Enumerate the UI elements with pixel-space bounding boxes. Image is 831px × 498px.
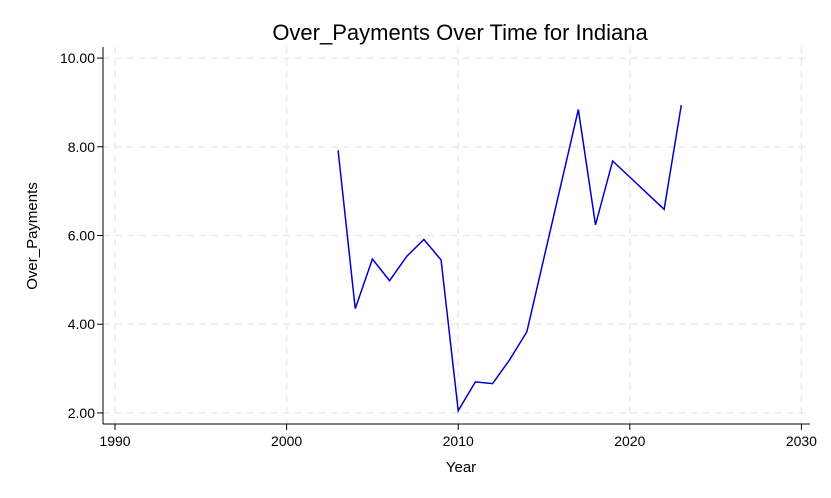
x-tick-label: 2020 — [614, 433, 645, 449]
y-tick-label: 6.00 — [68, 228, 95, 244]
x-tick-label: 2000 — [271, 433, 302, 449]
chart-title: Over_Payments Over Time for Indiana — [272, 20, 648, 45]
y-axis-label: Over_Payments — [24, 182, 41, 290]
x-axis-label: Year — [446, 459, 476, 476]
series-line — [337, 104, 683, 413]
y-tick-label: 2.00 — [68, 405, 95, 421]
grid-lines — [103, 47, 810, 424]
x-tick-label: 1990 — [99, 433, 130, 449]
x-tick-label: 2010 — [443, 433, 474, 449]
x-tick-label: 2030 — [786, 433, 817, 449]
axis-ticks: 1990 2000 2010 2020 2030 2.00 4.00 6.00 8.00 10.0… — [60, 50, 817, 449]
y-tick-label: 8.00 — [68, 139, 95, 155]
y-tick-label: 10.00 — [60, 50, 95, 66]
y-tick-label: 4.00 — [68, 316, 95, 332]
